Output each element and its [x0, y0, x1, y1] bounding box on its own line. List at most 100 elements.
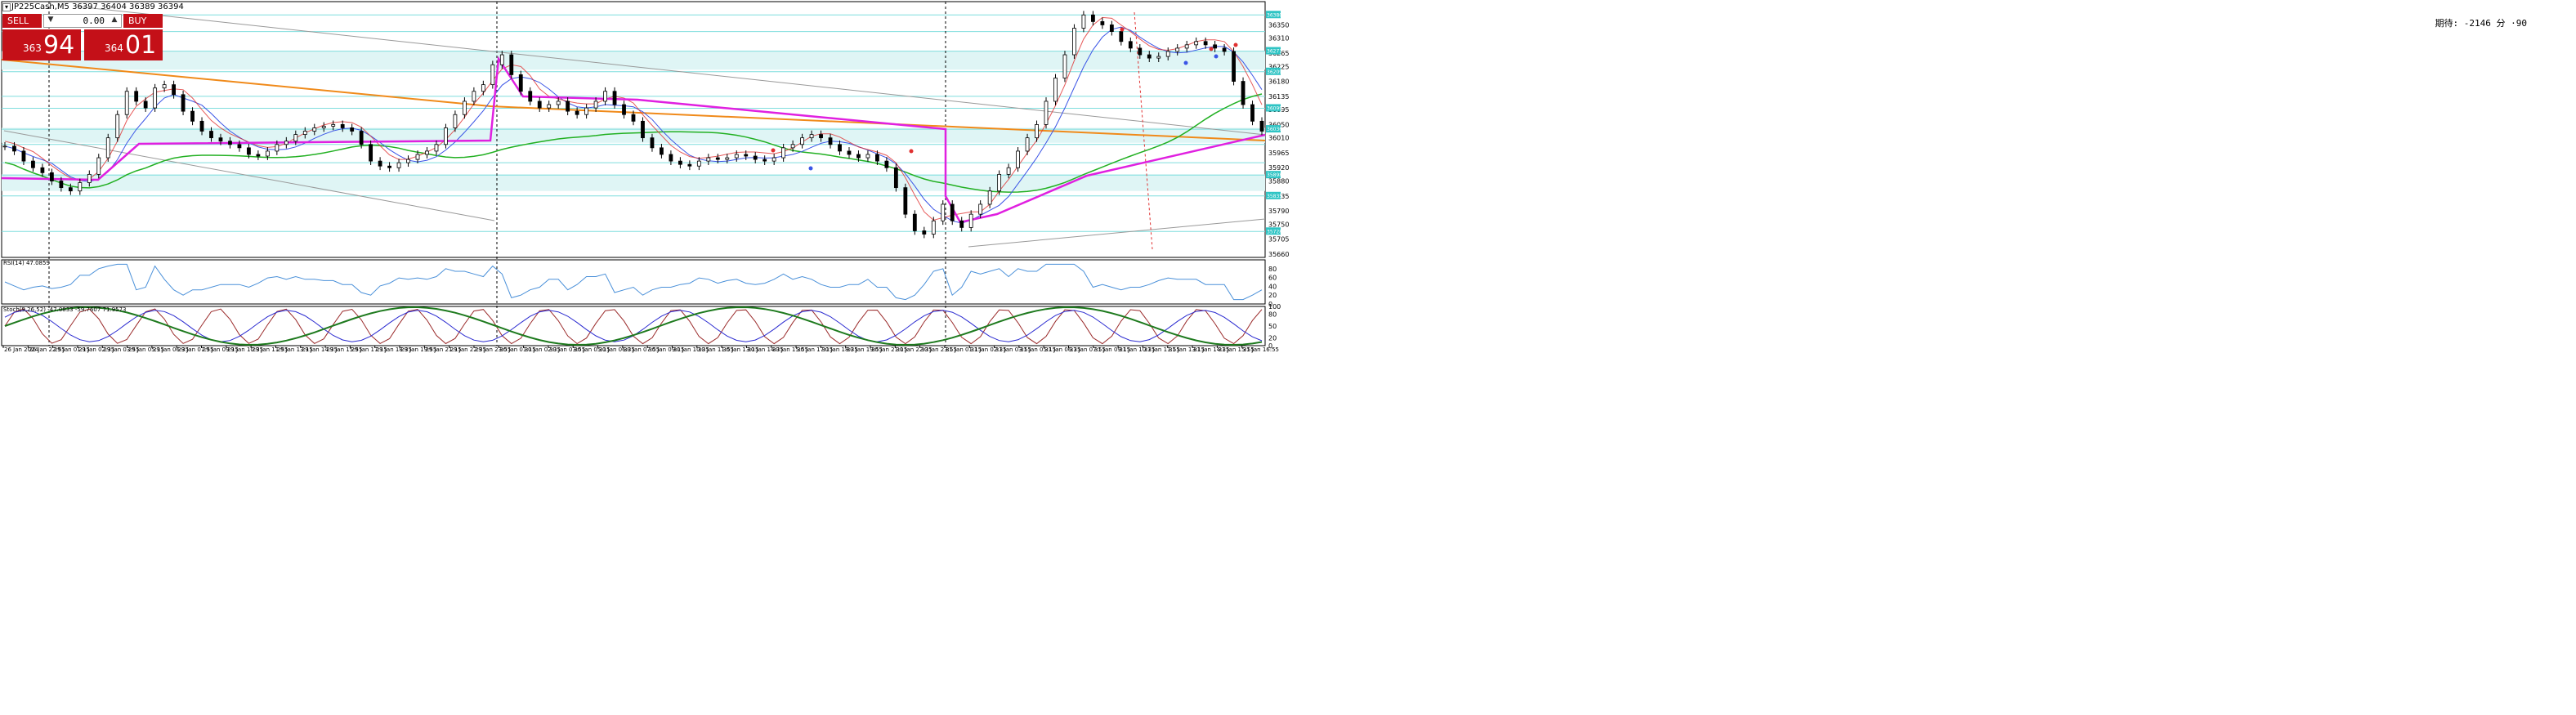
candles	[2, 11, 1264, 239]
candle-body	[790, 144, 795, 149]
buy-button[interactable]: BUY	[123, 14, 163, 28]
candle-body	[1100, 20, 1105, 25]
signal-dot	[1209, 47, 1214, 51]
candle-body	[124, 91, 129, 115]
chart-menu-icon[interactable]: ▾	[2, 3, 11, 11]
candle-body	[875, 154, 879, 162]
candle-body	[78, 182, 83, 192]
moving-averages	[1, 16, 1266, 224]
time-tick-label: 30 Jan 09:15	[648, 346, 684, 353]
candle-body	[1232, 51, 1236, 82]
time-tick-label: 30 Jan 14:35	[747, 346, 783, 353]
sell-price-box[interactable]: 363 94	[2, 29, 81, 60]
candle-body	[1194, 41, 1199, 46]
candle-body	[706, 157, 711, 162]
candle-body	[1184, 44, 1189, 49]
candle-body	[1156, 56, 1161, 59]
signal-dot	[1233, 42, 1238, 47]
rsi-tick-label: 0	[1268, 301, 1272, 308]
time-tick-label: 26 Jan 22:55	[29, 346, 65, 353]
candle-body	[256, 154, 261, 157]
candle-body	[275, 144, 280, 152]
candle-body	[1241, 81, 1246, 105]
candle-body	[444, 127, 448, 145]
price-marker	[1266, 67, 1281, 75]
candle-body	[105, 137, 110, 159]
candle-body	[696, 160, 701, 167]
rsi-tick-label: 40	[1268, 283, 1277, 290]
price-marker-label: 36209	[1267, 69, 1282, 75]
price-marker-label: 35835	[1267, 194, 1282, 199]
time-tick-label: 29 Jan 09:15	[203, 346, 239, 353]
time-tick-label: 30 Jan 22:35	[896, 346, 932, 353]
candle-body	[396, 162, 401, 168]
candle-body	[453, 114, 458, 128]
time-tick-label: 29 Jan 23:55	[475, 346, 511, 353]
candle-body	[800, 137, 804, 145]
candle-body	[593, 101, 598, 109]
trendline-rise	[968, 218, 1266, 248]
candle-body	[847, 150, 852, 155]
candle-body	[1109, 25, 1114, 32]
lot-size-input[interactable]: 0.00	[43, 14, 122, 28]
time-tick-label: 30 Jan 21:15	[871, 346, 907, 353]
sell-price-main: 94	[43, 31, 75, 60]
time-tick-label: 31 Jan 16:55	[1243, 346, 1279, 353]
candle-body	[134, 91, 139, 102]
price-tick-label: 35920	[1268, 164, 1289, 172]
price-marker	[1266, 47, 1281, 55]
candle-body	[763, 159, 767, 162]
rsi-panel: RSI(14) 47.0859	[3, 260, 1263, 301]
zone-1	[2, 127, 1265, 143]
buy-price-box[interactable]: 364 01	[84, 29, 163, 60]
time-tick-label: 31 Jan 13:15	[1169, 346, 1205, 353]
one-click-trading-panel: SELL 0.00 ▼ ▲ BUY 363 94 364 01	[2, 14, 163, 61]
price-marker	[1266, 191, 1281, 199]
candle-body	[1062, 54, 1067, 78]
rsi-label: RSI(14) 47.0859	[3, 260, 50, 266]
candle-body	[153, 87, 158, 109]
candle-body	[321, 126, 326, 128]
candle-body	[959, 220, 964, 228]
time-tick-label: 31 Jan 03:55	[995, 346, 1031, 353]
time-tick-label: 29 Jan 19:55	[400, 346, 436, 353]
candle-body	[518, 74, 523, 92]
candle-body	[1016, 150, 1020, 168]
candle-body	[472, 91, 476, 102]
time-tick-label: 29 Jan 17:15	[351, 346, 387, 353]
time-tick-label: 26 Jan 2024	[4, 346, 39, 353]
candle-body	[978, 203, 983, 215]
time-tick-label: 30 Jan 23:55	[921, 346, 957, 353]
candle-body	[893, 167, 898, 189]
candle-body	[12, 145, 16, 152]
time-tick-label: 31 Jan 07:55	[1069, 346, 1105, 353]
candle-body	[809, 134, 814, 139]
candle-body	[1165, 51, 1170, 57]
signal-dot	[808, 166, 813, 171]
price-marker-label: 36099	[1267, 105, 1282, 111]
countdown-info: 期待: -2146 分 ·90	[2435, 18, 2527, 29]
signal-dots	[771, 27, 1238, 171]
candle-body	[1175, 47, 1180, 52]
price-marker	[1266, 125, 1281, 133]
candle-body	[68, 187, 73, 192]
candle-body	[49, 172, 54, 181]
time-tick-label: 31 Jan 10:35	[1119, 346, 1155, 353]
candle-body	[1213, 44, 1218, 49]
sell-button[interactable]: SELL	[2, 14, 42, 28]
lot-down-icon[interactable]: ▼	[47, 16, 54, 24]
candle-body	[350, 127, 355, 132]
trendline-lower	[3, 130, 495, 221]
candle-body	[2, 145, 7, 148]
time-tick-label: 29 Jan 13:15	[276, 346, 312, 353]
time-tick-label: 30 Jan 19:55	[847, 346, 883, 353]
candle-body	[1025, 137, 1030, 152]
price-tick-label: 35705	[1268, 236, 1289, 244]
candle-body	[781, 147, 786, 159]
candle-body	[547, 104, 552, 109]
candle-body	[1203, 41, 1208, 46]
candle-body	[678, 160, 682, 165]
lot-up-icon[interactable]: ▲	[111, 16, 118, 24]
time-tick-label: 30 Jan 01:15	[499, 346, 535, 353]
